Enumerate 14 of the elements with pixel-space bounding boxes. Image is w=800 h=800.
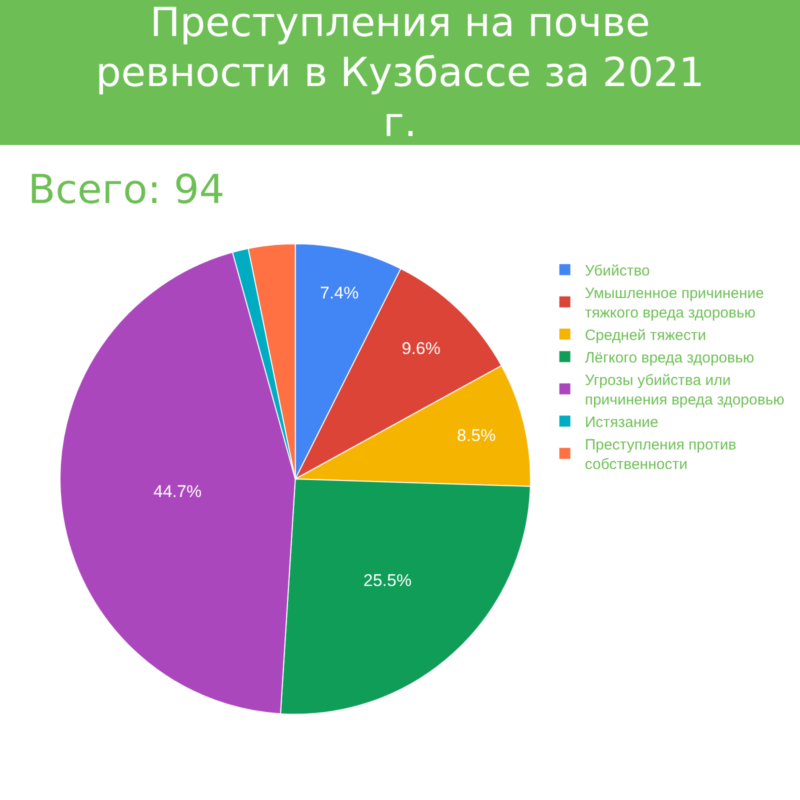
legend-label: Лёгкого вреда здоровью bbox=[584, 350, 754, 366]
data-label: 8.5% bbox=[456, 426, 496, 446]
chart-title: Преступления на почве ревности в Кузбассе за 2021 г. bbox=[94, 0, 706, 148]
chart-subtitle: Всего: 94 bbox=[28, 167, 226, 215]
legend-label: Убийство bbox=[584, 262, 650, 280]
legend-label: Угрозы убийства или причинения вреда здоровью bbox=[584, 372, 784, 408]
data-label: 7.4% bbox=[320, 283, 359, 302]
legend-label: Умышленное причинение тяжкого вреда здоровью bbox=[584, 285, 764, 322]
data-label: 9.6% bbox=[402, 338, 440, 358]
data-label: 44.7% bbox=[153, 482, 202, 501]
data-label: 25.5% bbox=[363, 570, 412, 590]
legend-label: Преступления против собственности bbox=[584, 436, 736, 473]
legend-label: Средней тяжести bbox=[584, 327, 706, 344]
legend-label: Истязание bbox=[584, 414, 658, 431]
